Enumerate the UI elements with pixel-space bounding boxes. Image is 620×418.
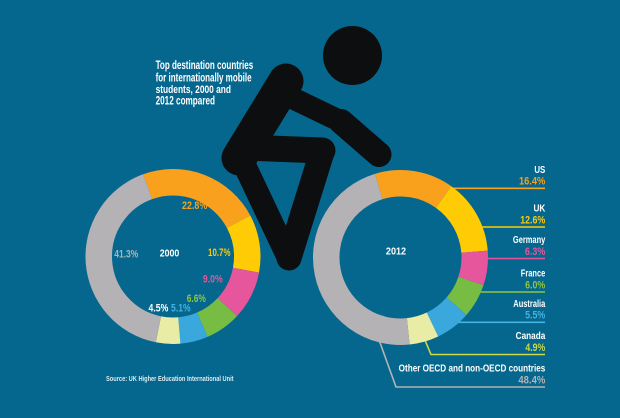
svg-text:10.7%: 10.7% — [208, 247, 231, 260]
svg-text:2000: 2000 — [160, 247, 180, 259]
svg-text:Australia: Australia — [513, 298, 546, 309]
svg-text:16.4%: 16.4% — [519, 176, 545, 188]
svg-text:9.0%: 9.0% — [203, 274, 223, 286]
svg-text:5.5%: 5.5% — [525, 310, 545, 322]
svg-text:Other OECD and non-OECD countr: Other OECD and non-OECD countries — [399, 363, 546, 374]
svg-text:UK: UK — [533, 203, 545, 214]
svg-text:6.6%: 6.6% — [187, 293, 206, 305]
svg-text:2012 compared: 2012 compared — [156, 95, 215, 108]
svg-text:4.9%: 4.9% — [525, 342, 545, 354]
svg-text:Source: UK Higher Education In: Source: UK Higher Education Internationa… — [106, 375, 234, 383]
svg-text:Top destination countries: Top destination countries — [156, 60, 254, 73]
svg-text:2012: 2012 — [386, 246, 406, 258]
svg-text:students, 2000 and: students, 2000 and — [156, 84, 231, 97]
svg-text:Canada: Canada — [516, 330, 546, 341]
svg-text:for internationally mobile: for internationally mobile — [156, 72, 252, 85]
svg-text:6.0%: 6.0% — [525, 280, 545, 292]
svg-text:4.5%: 4.5% — [148, 303, 168, 315]
svg-text:12.6%: 12.6% — [520, 215, 545, 227]
svg-text:22.8%: 22.8% — [182, 200, 207, 212]
svg-text:5.1%: 5.1% — [171, 303, 191, 315]
svg-text:6.3%: 6.3% — [525, 246, 546, 258]
svg-text:US: US — [534, 164, 545, 175]
svg-text:France: France — [521, 267, 546, 278]
svg-text:41.3%: 41.3% — [114, 249, 138, 261]
svg-text:Germany: Germany — [513, 234, 545, 245]
svg-text:48.4%: 48.4% — [518, 375, 545, 387]
